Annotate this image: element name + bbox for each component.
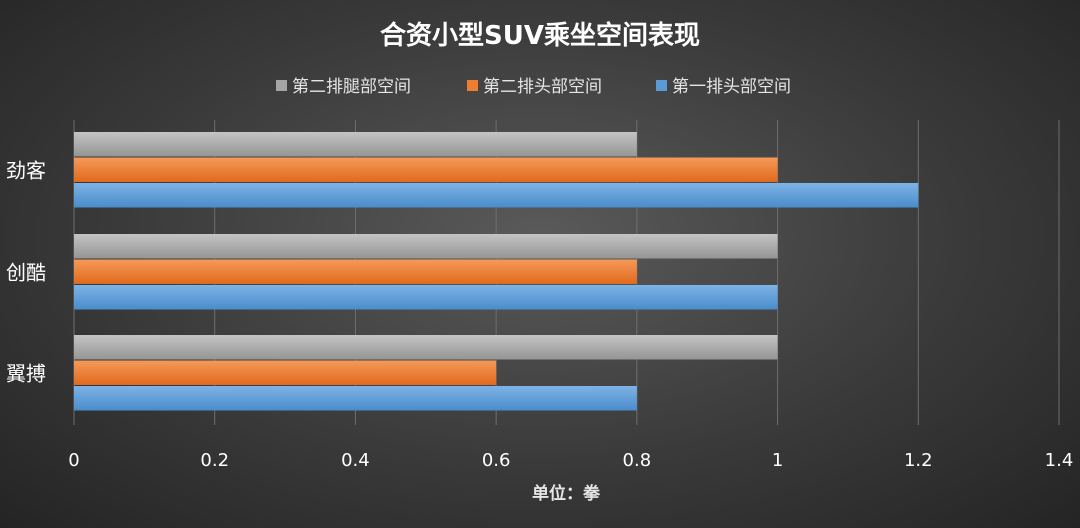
- legend-label: 第二排腿部空间: [292, 77, 411, 97]
- category-label: 创酷: [6, 260, 46, 284]
- x-tick-label: 0.6: [482, 450, 511, 471]
- x-tick-label: 0: [68, 450, 79, 471]
- category-label: 翼搏: [6, 361, 46, 385]
- bars: [74, 132, 919, 411]
- legend-item: 第二排腿部空间: [276, 77, 411, 97]
- x-tick-label: 0.8: [623, 450, 652, 471]
- legend-label: 第一排头部空间: [672, 77, 791, 97]
- bar-group: [74, 335, 778, 411]
- bar-group: [74, 234, 778, 310]
- x-tick-label: 1.2: [904, 450, 933, 471]
- bar: [74, 360, 497, 385]
- legend-item: 第一排头部空间: [656, 77, 791, 97]
- bar: [74, 183, 919, 208]
- x-tick-label: 0.4: [341, 450, 370, 471]
- bar: [74, 285, 778, 310]
- x-tick-label: 0.2: [200, 450, 229, 471]
- bar: [74, 234, 778, 259]
- bar: [74, 157, 778, 182]
- legend-item: 第二排头部空间: [467, 77, 602, 97]
- chart-title: 合资小型SUV乘坐空间表现: [380, 20, 700, 51]
- legend-swatch: [467, 80, 478, 91]
- legend-swatch: [276, 80, 287, 91]
- x-tick-label: 1: [772, 450, 783, 471]
- x-tick-label: 1.4: [1045, 450, 1074, 471]
- bar-group: [74, 132, 919, 208]
- category-label: 劲客: [6, 158, 46, 182]
- bar: [74, 386, 637, 411]
- x-axis-label: 单位：拳: [532, 483, 601, 504]
- legend-swatch: [656, 80, 667, 91]
- legend: 第二排腿部空间 第二排头部空间 第一排头部空间: [276, 77, 791, 97]
- bar: [74, 335, 778, 360]
- x-tick-labels: 0 0.2 0.4 0.6 0.8 1 1.2 1.4: [68, 450, 1073, 471]
- bar: [74, 259, 637, 284]
- legend-label: 第二排头部空间: [483, 77, 602, 97]
- bar: [74, 132, 637, 157]
